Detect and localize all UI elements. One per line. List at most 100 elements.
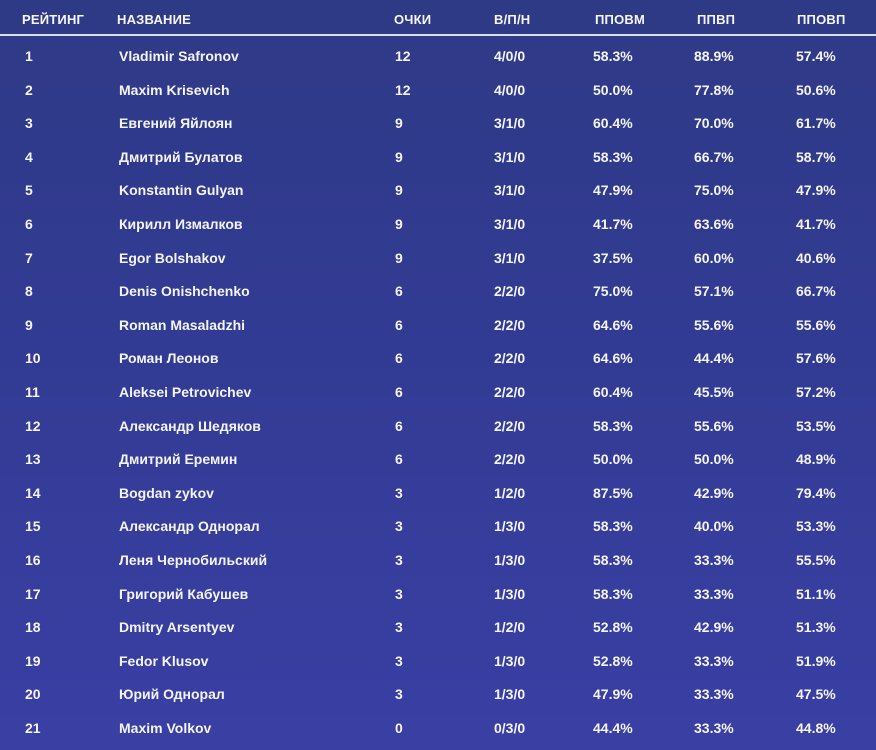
header-ppovm: ППОВМ bbox=[595, 12, 646, 27]
table-row: 13 Дмитрий Еремин 6 2/2/0 50.0% 50.0% 48.9% bbox=[0, 443, 876, 476]
table-row: 1 Vladimir Safronov 12 4/0/0 58.3% 88.9% 57.4% bbox=[0, 40, 876, 73]
cell-points: 6 bbox=[395, 283, 403, 300]
cell-ppvp: 44.4% bbox=[694, 350, 734, 367]
table-row: 5 Konstantin Gulyan 9 3/1/0 47.9% 75.0% 47.9% bbox=[0, 174, 876, 207]
header-rank: РЕЙТИНГ bbox=[22, 12, 85, 27]
cell-wld: 2/2/0 bbox=[494, 283, 526, 300]
cell-ppovp: 40.6% bbox=[796, 249, 836, 266]
cell-rank: 19 bbox=[25, 652, 41, 669]
cell-ppvp: 55.6% bbox=[694, 417, 734, 434]
cell-wld: 3/1/0 bbox=[494, 216, 526, 232]
cell-name: Евгений Яйлоян bbox=[119, 115, 233, 132]
cell-points: 6 bbox=[395, 384, 403, 400]
cell-wld: 1/3/0 bbox=[494, 585, 526, 602]
cell-ppvp: 33.3% bbox=[694, 585, 734, 602]
cell-ppovp: 47.5% bbox=[796, 686, 836, 703]
cell-points: 6 bbox=[395, 417, 403, 434]
cell-ppovm: 75.0% bbox=[593, 283, 633, 300]
cell-rank: 11 bbox=[25, 384, 40, 400]
cell-points: 3 bbox=[395, 652, 403, 669]
header-ppovp: ППОВП bbox=[797, 12, 846, 27]
cell-wld: 1/3/0 bbox=[494, 552, 526, 568]
cell-rank: 20 bbox=[25, 686, 41, 703]
table-row: 2 Maxim Krisevich 12 4/0/0 50.0% 77.8% 50.6% bbox=[0, 74, 876, 107]
cell-points: 3 bbox=[395, 619, 403, 636]
cell-name: Кирилл Измалков bbox=[119, 216, 243, 232]
table-row: 12 Александр Шедяков 6 2/2/0 58.3% 55.6% 53.5% bbox=[0, 410, 876, 443]
cell-ppovp: 55.5% bbox=[796, 552, 836, 568]
cell-wld: 3/1/0 bbox=[494, 148, 526, 165]
cell-ppvp: 63.6% bbox=[694, 216, 734, 232]
cell-name: Дмитрий Еремин bbox=[119, 451, 238, 468]
header-wld: В/П/Н bbox=[494, 12, 531, 27]
cell-name: Maxim Volkov bbox=[119, 720, 212, 736]
header-points: ОЧКИ bbox=[394, 12, 432, 27]
cell-points: 9 bbox=[395, 115, 403, 132]
cell-rank: 21 bbox=[25, 720, 41, 736]
cell-ppovm: 52.8% bbox=[593, 652, 633, 669]
cell-ppovm: 52.8% bbox=[593, 619, 633, 636]
cell-wld: 4/0/0 bbox=[494, 81, 526, 98]
cell-ppovm: 64.6% bbox=[593, 316, 633, 333]
cell-ppovp: 48.9% bbox=[796, 451, 836, 468]
cell-ppovp: 79.4% bbox=[796, 484, 836, 501]
table-row: 8 Denis Onishchenko 6 2/2/0 75.0% 57.1% 66.7% bbox=[0, 275, 876, 308]
header-name: НАЗВАНИЕ bbox=[117, 12, 192, 27]
cell-points: 9 bbox=[395, 148, 403, 165]
cell-ppovm: 58.3% bbox=[593, 585, 633, 602]
table-row: 3 Евгений Яйлоян 9 3/1/0 60.4% 70.0% 61.7% bbox=[0, 107, 876, 140]
cell-ppovm: 44.4% bbox=[593, 720, 633, 736]
cell-name: Denis Onishchenko bbox=[119, 283, 250, 300]
cell-rank: 4 bbox=[25, 148, 33, 165]
cell-name: Bogdan zykov bbox=[119, 484, 214, 501]
cell-ppovm: 47.9% bbox=[593, 182, 633, 199]
cell-ppovp: 51.3% bbox=[796, 619, 836, 636]
cell-points: 12 bbox=[395, 48, 411, 64]
cell-points: 9 bbox=[395, 249, 403, 266]
cell-name: Леня Чернобильский bbox=[119, 552, 268, 568]
cell-name: Григорий Кабушев bbox=[119, 585, 249, 602]
cell-ppvp: 50.0% bbox=[694, 451, 734, 468]
table-row: 15 Александр Однорал 3 1/3/0 58.3% 40.0% 53.3% bbox=[0, 510, 876, 543]
cell-wld: 4/0/0 bbox=[494, 48, 526, 64]
table-row: 21 Maxim Volkov 0 0/3/0 44.4% 33.3% 44.8% bbox=[0, 712, 876, 745]
cell-ppvp: 33.3% bbox=[694, 652, 734, 669]
cell-name: Maxim Krisevich bbox=[119, 81, 230, 98]
table-row: 18 Dmitry Arsentyev 3 1/2/0 52.8% 42.9% 51.3% bbox=[0, 611, 876, 644]
cell-wld: 1/2/0 bbox=[494, 619, 526, 636]
table-row: 6 Кирилл Измалков 9 3/1/0 41.7% 63.6% 41.7% bbox=[0, 208, 876, 241]
cell-ppovm: 60.4% bbox=[593, 384, 633, 400]
cell-points: 0 bbox=[395, 720, 403, 736]
cell-name: Роман Леонов bbox=[119, 350, 219, 367]
cell-wld: 2/2/0 bbox=[494, 451, 526, 468]
cell-ppvp: 88.9% bbox=[694, 48, 734, 64]
cell-rank: 14 bbox=[25, 484, 41, 501]
cell-ppovp: 58.7% bbox=[796, 148, 836, 165]
cell-points: 6 bbox=[395, 350, 403, 367]
cell-name: Aleksei Petrovichev bbox=[119, 384, 252, 400]
cell-points: 12 bbox=[395, 81, 411, 98]
cell-wld: 2/2/0 bbox=[494, 350, 526, 367]
cell-ppovp: 47.9% bbox=[796, 182, 836, 199]
cell-ppvp: 77.8% bbox=[694, 81, 734, 98]
cell-name: Roman Masaladzhi bbox=[119, 316, 246, 333]
cell-ppovp: 53.5% bbox=[796, 417, 836, 434]
cell-ppovp: 41.7% bbox=[796, 216, 836, 232]
table-row: 7 Egor Bolshakov 9 3/1/0 37.5% 60.0% 40.6% bbox=[0, 242, 876, 275]
cell-ppovm: 87.5% bbox=[593, 484, 633, 501]
cell-rank: 13 bbox=[25, 451, 41, 468]
cell-ppvp: 42.9% bbox=[694, 619, 734, 636]
cell-rank: 7 bbox=[25, 249, 33, 266]
table-header: РЕЙТИНГ НАЗВАНИЕ ОЧКИ В/П/Н ППОВМ ППВП П… bbox=[0, 0, 876, 36]
cell-ppovm: 58.3% bbox=[593, 48, 633, 64]
cell-ppovp: 66.7% bbox=[796, 283, 836, 300]
cell-ppovm: 50.0% bbox=[593, 451, 633, 468]
cell-ppovm: 58.3% bbox=[593, 148, 633, 165]
cell-name: Vladimir Safronov bbox=[119, 48, 239, 64]
cell-ppovm: 60.4% bbox=[593, 115, 633, 132]
cell-ppvp: 70.0% bbox=[694, 115, 734, 132]
cell-rank: 1 bbox=[25, 48, 33, 64]
cell-name: Александр Однорал bbox=[119, 518, 260, 535]
cell-points: 9 bbox=[395, 216, 403, 232]
